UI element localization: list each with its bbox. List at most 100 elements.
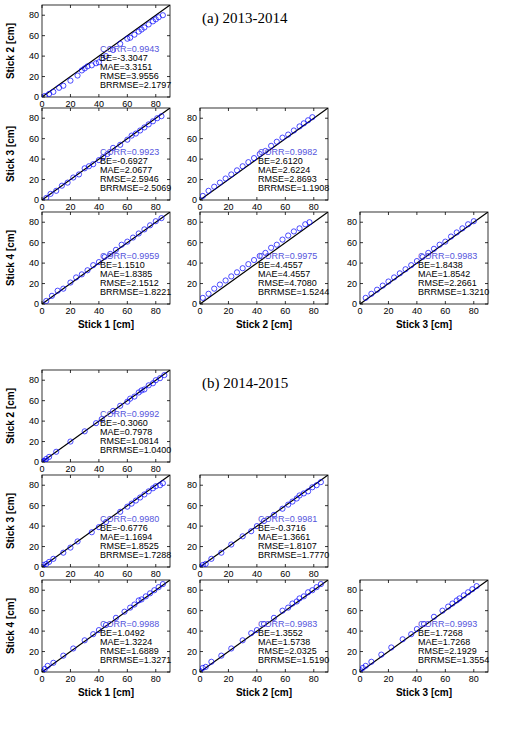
x-tick-label: 40: [412, 306, 422, 316]
point: [54, 449, 59, 454]
x-tick: [42, 370, 43, 373]
y-tick: [485, 651, 488, 652]
x-tick: [313, 108, 314, 111]
x-tick-label: 20: [223, 569, 233, 579]
panel: 020406080020406080CORR=0.9980BE=-0.6776M…: [29, 475, 171, 579]
x-tick: [127, 580, 128, 583]
y-tick-label: 60: [29, 134, 39, 144]
y-tick: [325, 672, 328, 673]
point: [82, 638, 87, 643]
y-tick: [167, 35, 170, 36]
y-tick: [42, 15, 45, 16]
y-tick-label: 60: [187, 134, 197, 144]
point: [212, 184, 217, 189]
stat-annotation: BRRMSE=1.7288: [100, 550, 171, 560]
x-tick: [98, 301, 99, 304]
x-tick-label: 20: [383, 674, 393, 684]
y-tick: [200, 138, 203, 139]
x-tick: [70, 370, 71, 373]
background: [0, 0, 510, 741]
point: [249, 529, 254, 534]
y-tick: [167, 651, 170, 652]
y-tick: [485, 590, 488, 591]
x-tick-label: 20: [223, 202, 233, 212]
point: [136, 598, 141, 603]
x-tick-label: 40: [94, 202, 104, 212]
figure: 020406080020406080CORR=0.9943BE=-3.3047M…: [0, 0, 510, 741]
x-tick-label: 20: [65, 569, 75, 579]
point: [249, 631, 254, 636]
point: [203, 561, 208, 566]
y-tick: [360, 242, 363, 243]
stat-annotation: BRRMSE=1.8221: [100, 287, 171, 297]
point: [223, 278, 228, 283]
x-tick-label: 60: [440, 306, 450, 316]
stat-annotation: BRRMSE=1.1908: [258, 183, 329, 193]
x-tick: [473, 212, 474, 215]
y-tick-label: 80: [187, 480, 197, 490]
point: [54, 188, 59, 193]
y-tick: [200, 242, 203, 243]
point: [307, 220, 312, 225]
y-tick: [325, 526, 328, 527]
x-tick: [70, 475, 71, 478]
y-tick-label: 40: [29, 521, 39, 531]
x-tick: [98, 475, 99, 478]
panel: 020406080020406080CORR=0.9943BE=-3.3047M…: [29, 5, 171, 109]
x-tick-label: 80: [469, 674, 479, 684]
y-tick: [360, 590, 363, 591]
point: [409, 263, 414, 268]
x-tick: [155, 669, 156, 672]
x-tick-label: 20: [65, 674, 75, 684]
x-tick: [155, 580, 156, 583]
y-tick: [167, 76, 170, 77]
point: [229, 172, 234, 177]
y-tick: [485, 631, 488, 632]
x-tick: [98, 197, 99, 200]
point: [286, 233, 291, 238]
x-tick: [416, 212, 417, 215]
x-tick-label: 40: [94, 569, 104, 579]
y-tick-label: 20: [29, 647, 39, 657]
point: [68, 280, 73, 285]
y-tick: [325, 590, 328, 591]
x-tick: [285, 197, 286, 200]
point: [212, 286, 217, 291]
point: [386, 279, 391, 284]
panel: 020406080020406080CORR=0.9983BE=1.8438MA…: [347, 212, 489, 316]
y-tick: [42, 56, 45, 57]
y-tick: [200, 222, 203, 223]
point: [318, 480, 323, 485]
x-tick: [200, 580, 201, 583]
y-tick-label: 0: [192, 195, 197, 205]
x-tick-label: 0: [39, 674, 44, 684]
x-tick-label: 80: [309, 202, 319, 212]
x-tick-label: 0: [357, 306, 362, 316]
y-tick: [42, 159, 45, 160]
point: [454, 230, 459, 235]
y-tick-label: 0: [34, 92, 39, 102]
point: [400, 637, 405, 642]
y-tick-label: 40: [187, 154, 197, 164]
x-tick-label: 80: [309, 674, 319, 684]
point: [310, 115, 315, 120]
y-tick: [485, 283, 488, 284]
point: [251, 155, 256, 160]
y-tick: [200, 590, 203, 591]
y-tick-label: 0: [34, 562, 39, 572]
x-tick: [42, 580, 43, 583]
point: [159, 114, 164, 119]
point: [125, 239, 130, 244]
y-tick: [167, 118, 170, 119]
y-tick: [200, 610, 203, 611]
y-tick: [42, 590, 45, 591]
point: [93, 421, 98, 426]
y-tick: [167, 380, 170, 381]
y-tick-label: 40: [347, 626, 357, 636]
x-tick: [285, 475, 286, 478]
y-tick: [167, 462, 170, 463]
y-tick-label: 60: [187, 606, 197, 616]
point: [369, 659, 374, 664]
stat-annotation: BRRMSE=1.7770: [258, 550, 329, 560]
x-tick-label: 80: [151, 464, 161, 474]
